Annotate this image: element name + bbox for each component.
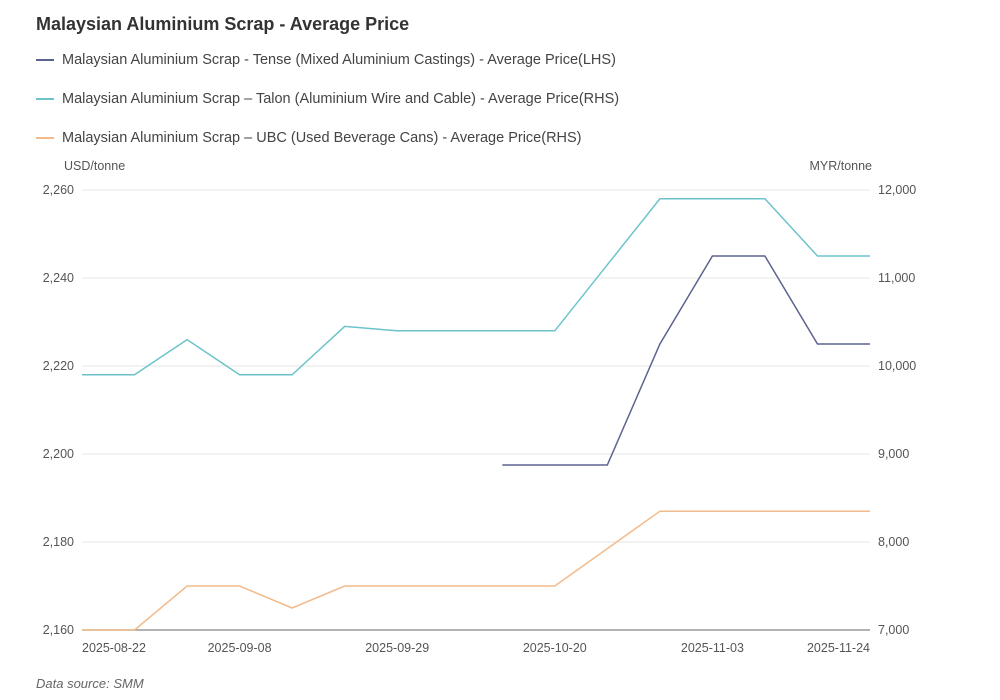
x-tick-label: 2025-08-22 <box>82 641 146 655</box>
x-tick-label: 2025-10-20 <box>523 641 587 655</box>
legend-item-talon[interactable]: Malaysian Aluminium Scrap – Talon (Alumi… <box>36 91 619 107</box>
left-tick-label: 2,240 <box>43 271 74 285</box>
legend-swatch <box>36 98 54 100</box>
left-tick-label: 2,220 <box>43 359 74 373</box>
chart-title: Malaysian Aluminium Scrap - Average Pric… <box>36 14 410 34</box>
x-tick-label: 2025-09-29 <box>365 641 429 655</box>
data-source: Data source: SMM <box>36 676 144 691</box>
right-tick-label: 7,000 <box>878 623 909 637</box>
legend-label: Malaysian Aluminium Scrap – UBC (Used Be… <box>62 130 582 146</box>
legend-label: Malaysian Aluminium Scrap - Tense (Mixed… <box>62 52 616 68</box>
right-tick-label: 12,000 <box>878 183 916 197</box>
right-tick-label: 8,000 <box>878 535 909 549</box>
right-tick-label: 11,000 <box>878 271 915 285</box>
left-tick-label: 2,160 <box>43 623 74 637</box>
x-tick-label: 2025-09-08 <box>208 641 272 655</box>
legend-swatch <box>36 59 54 61</box>
series-line-1 <box>82 198 870 376</box>
right-tick-label: 9,000 <box>878 447 909 461</box>
legend-item-tense[interactable]: Malaysian Aluminium Scrap - Tense (Mixed… <box>36 52 616 68</box>
x-tick-label: 2025-11-24 <box>807 641 870 655</box>
x-tick-label: 2025-11-03 <box>681 641 744 655</box>
series-line-0 <box>502 255 870 466</box>
legend-item-ubc[interactable]: Malaysian Aluminium Scrap – UBC (Used Be… <box>36 130 582 146</box>
left-tick-label: 2,200 <box>43 447 74 461</box>
left-tick-label: 2,180 <box>43 535 74 549</box>
left-axis-label: USD/tonne <box>64 159 125 173</box>
left-tick-label: 2,260 <box>43 183 74 197</box>
right-tick-label: 10,000 <box>878 359 916 373</box>
series-line-2 <box>82 510 870 631</box>
legend-swatch <box>36 137 54 139</box>
right-axis-label: MYR/tonne <box>809 159 872 173</box>
legend-label: Malaysian Aluminium Scrap – Talon (Alumi… <box>62 91 620 107</box>
